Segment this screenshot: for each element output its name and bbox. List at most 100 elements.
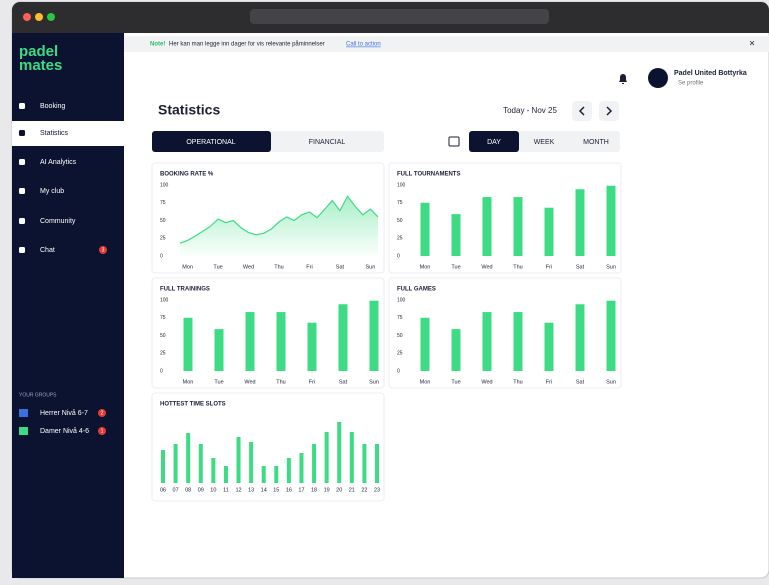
x-tick-label: Tue (451, 379, 460, 385)
minimize-dot[interactable] (35, 13, 43, 21)
bar (544, 322, 554, 371)
calendar-icon[interactable] (448, 136, 460, 147)
group-name[interactable]: Herrer Nivå 6-7 (40, 409, 88, 417)
x-tick-label: 12 (235, 487, 241, 493)
x-tick-label: Mon (183, 379, 194, 385)
chart-title: HOTTEST TIME SLOTS (160, 402, 226, 408)
bar (575, 304, 585, 371)
tab-active[interactable] (152, 131, 271, 152)
x-tick-label: 19 (324, 487, 330, 493)
bar (338, 304, 348, 371)
bell-icon[interactable] (619, 74, 627, 84)
tab[interactable]: OPERATIONAL (186, 139, 235, 146)
y-tick-label: 50 (160, 218, 166, 224)
x-tick-label: Thu (513, 264, 522, 270)
x-tick-label: 18 (311, 487, 317, 493)
menu-label[interactable]: Booking (40, 103, 65, 110)
bar (513, 312, 523, 371)
prev-arrow (578, 106, 585, 116)
page-title: Statistics (158, 102, 220, 118)
tab[interactable]: FINANCIAL (309, 139, 346, 146)
bar (312, 444, 317, 483)
bar (245, 312, 255, 371)
group-flag (19, 427, 28, 435)
bar (606, 300, 616, 371)
user-name: Padel United Bottyrka (674, 70, 747, 77)
bar (161, 450, 165, 483)
menu-label[interactable]: My club (40, 188, 64, 195)
notice-text: Her kan man legge inn dager for vis rele… (169, 41, 325, 48)
bar (375, 444, 379, 483)
bar (482, 312, 492, 371)
x-tick-label: Mon (420, 379, 431, 385)
menu-icon[interactable] (19, 130, 25, 136)
x-tick-label: Sat (576, 379, 585, 385)
next-button[interactable] (599, 101, 619, 121)
x-tick-label: 22 (361, 487, 367, 493)
x-tick-label: Fri (306, 264, 312, 270)
logo: padel (19, 43, 58, 60)
menu-label[interactable]: Community (40, 218, 76, 225)
y-tick-label: 0 (160, 368, 163, 374)
x-tick-label: Wed (244, 379, 255, 385)
y-tick-label: 0 (397, 253, 400, 259)
x-tick-label: Mon (420, 264, 431, 270)
x-tick-label: Fri (309, 379, 315, 385)
y-tick-label: 25 (160, 351, 166, 357)
bar (482, 197, 492, 256)
badge-count: 2 (101, 410, 104, 416)
bar (451, 329, 461, 371)
x-tick-label: Sun (606, 379, 616, 385)
group-flag (19, 409, 28, 417)
y-tick-label: 0 (160, 253, 163, 259)
bar (173, 444, 178, 483)
menu-label[interactable]: AI Analytics (40, 159, 77, 166)
close-dot[interactable] (23, 13, 31, 21)
badge-count: 1 (101, 428, 104, 434)
bar (349, 432, 354, 483)
period[interactable]: DAY (487, 139, 501, 146)
y-tick-label: 100 (160, 182, 169, 188)
menu-label[interactable]: Chat (40, 247, 55, 254)
menu-icon[interactable] (19, 103, 25, 109)
menu-icon[interactable] (19, 159, 25, 165)
y-tick-label: 75 (160, 200, 166, 206)
menu-label[interactable]: Statistics (40, 130, 69, 137)
period-active[interactable] (469, 131, 519, 152)
bar (544, 207, 554, 256)
bar (369, 300, 379, 371)
avatar[interactable] (648, 68, 668, 88)
bar (236, 437, 241, 483)
menu-icon[interactable] (19, 247, 25, 253)
user-subtitle[interactable]: Se profile (678, 81, 704, 87)
x-tick-label: 14 (261, 487, 267, 493)
period[interactable]: MONTH (583, 139, 609, 146)
bar (186, 433, 191, 483)
chart-panel (388, 277, 622, 389)
zoom-dot[interactable] (47, 13, 55, 21)
line (179, 195, 379, 244)
close-notice[interactable]: × (749, 39, 755, 50)
bar (261, 466, 266, 483)
period[interactable]: WEEK (534, 139, 555, 146)
address-bar[interactable] (250, 9, 549, 24)
y-tick-label: 25 (160, 236, 166, 242)
bar (276, 312, 286, 371)
y-tick-label: 100 (160, 297, 169, 303)
menu-icon[interactable] (19, 218, 25, 224)
x-tick-label: 09 (198, 487, 204, 493)
x-tick-label: 21 (349, 487, 355, 493)
next-arrow (606, 106, 613, 116)
bar (420, 202, 430, 256)
y-tick-label: 75 (397, 315, 403, 321)
notice-link[interactable]: Call to action (346, 42, 381, 48)
chart-panel (388, 162, 622, 274)
y-tick-label: 25 (397, 351, 403, 357)
chart-title: FULL TOURNAMENTS (397, 172, 460, 178)
menu-icon[interactable] (19, 188, 25, 194)
group-name[interactable]: Damer Nivå 4-6 (40, 427, 89, 435)
logo: mates (19, 57, 62, 74)
x-tick-label: 08 (185, 487, 191, 493)
prev-button[interactable] (572, 101, 592, 121)
